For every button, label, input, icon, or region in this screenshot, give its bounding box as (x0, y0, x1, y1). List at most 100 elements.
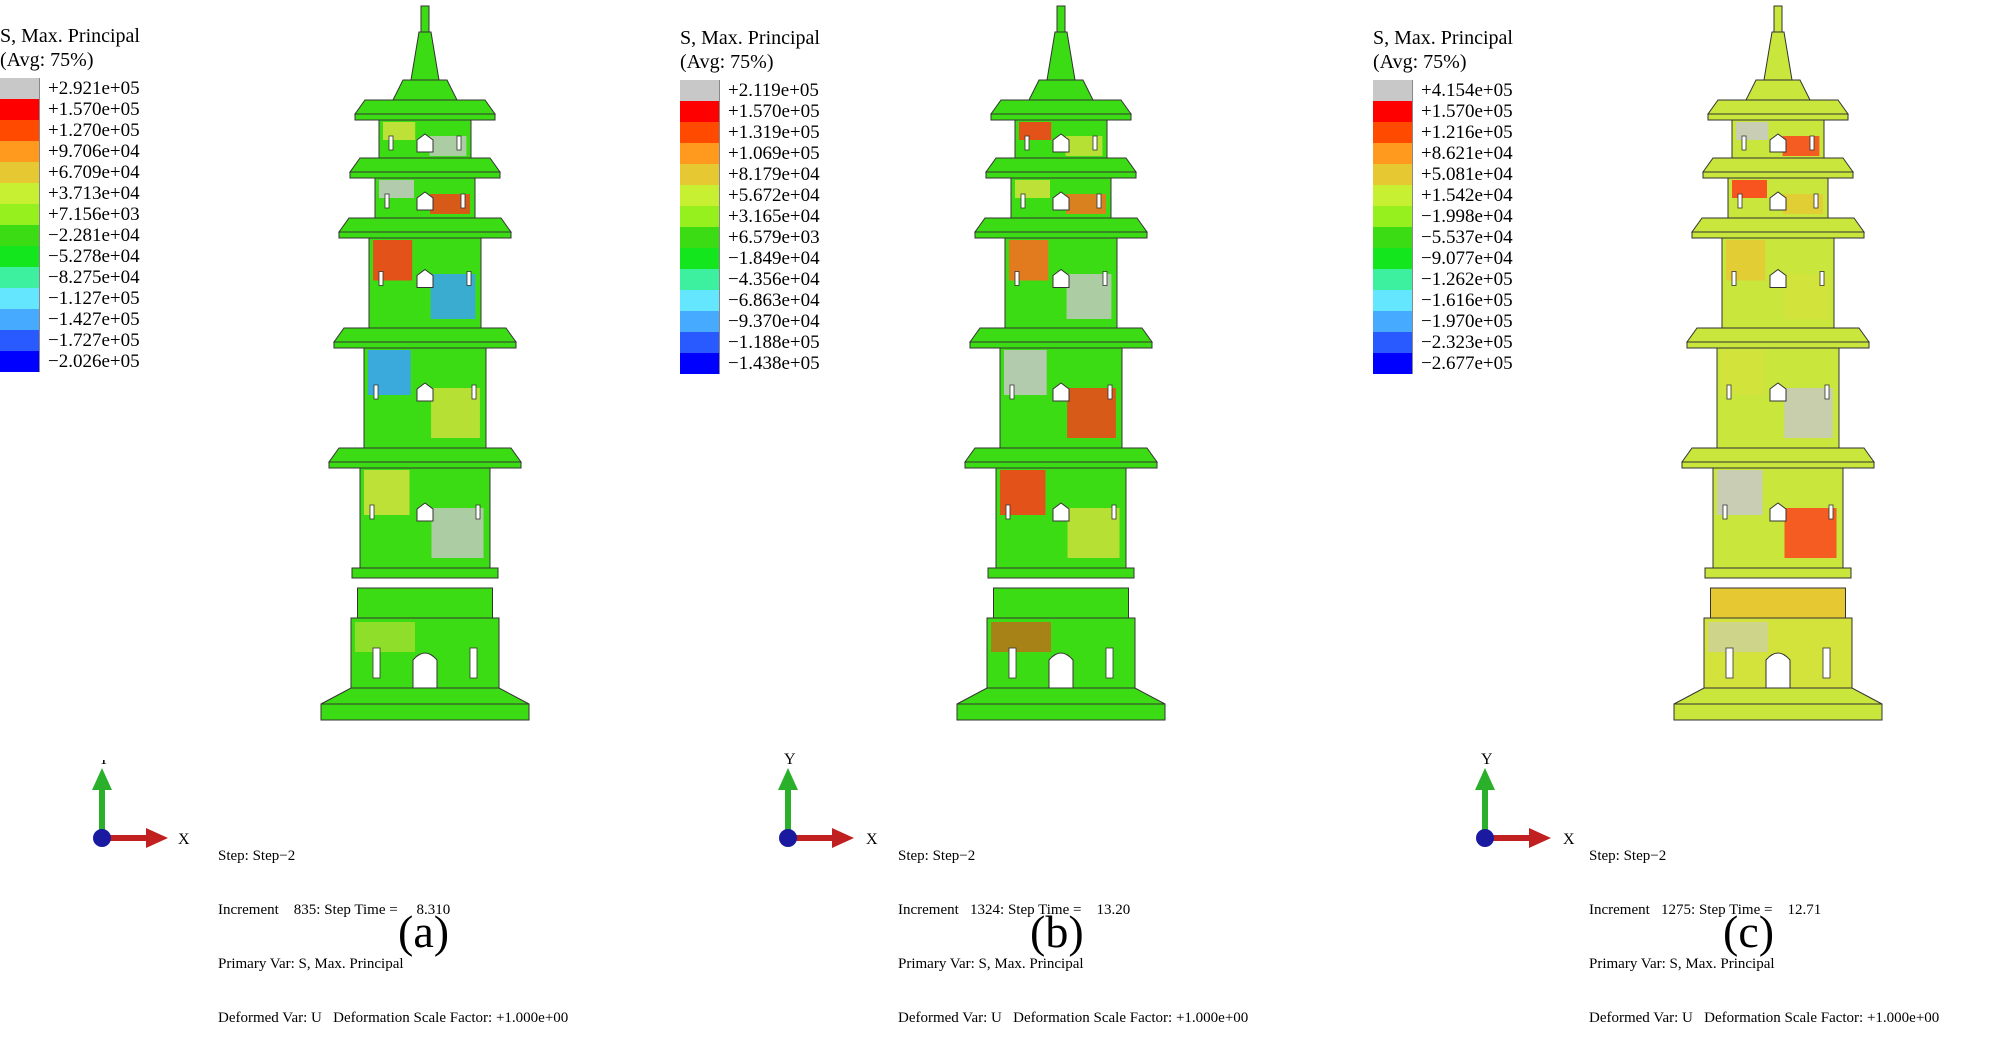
legend-swatch (1373, 269, 1413, 290)
legend-value: −1.438e+05 (728, 353, 820, 374)
legend-value: −5.278e+04 (48, 246, 140, 267)
legend-c: S, Max. Principal (Avg: 75%) +4.154e+05 +… (1373, 26, 1513, 374)
legend-value: +7.156e+03 (48, 204, 140, 225)
legend-entry: −1.998e+04 (1373, 206, 1513, 227)
legend-value: +1.319e+05 (728, 122, 820, 143)
legend-swatch (680, 101, 720, 122)
step-label: Step: Step−2 (898, 848, 976, 864)
legend-value: +1.216e+05 (1421, 122, 1513, 143)
x-axis-arrow-icon (1529, 828, 1551, 848)
legend-entry: +2.921e+05 (0, 78, 140, 99)
legend-swatch (680, 269, 720, 290)
legend-entry: +3.713e+04 (0, 183, 140, 204)
legend-swatch (0, 120, 40, 141)
legend-value: −1.849e+04 (728, 248, 820, 269)
legend-swatch (1373, 164, 1413, 185)
axes-triad-c: Y X (1475, 751, 1575, 848)
axis-x-label: X (866, 831, 878, 848)
legend-swatch (680, 206, 720, 227)
legend-entry: −1.438e+05 (680, 353, 820, 374)
legend-entry: +1.319e+05 (680, 122, 820, 143)
increment-label: Increment 835: Step Time = 8.310 (218, 902, 451, 918)
legend-entry: +5.672e+04 (680, 185, 820, 206)
legend-swatch (0, 246, 40, 267)
legend-entry: +9.706e+04 (0, 141, 140, 162)
legend-value: −5.537e+04 (1421, 227, 1513, 248)
caption-a: (a) (398, 906, 450, 957)
legend-title: S, Max. Principal (1373, 27, 1513, 49)
panel-c: S, Max. Principal (Avg: 75%) +4.154e+05 +… (1333, 0, 1999, 1026)
legend-rows-b: +2.119e+05 +1.570e+05 +1.319e+05 +1.069e+05… (680, 80, 820, 374)
legend-a: S, Max. Principal (Avg: 75%) +2.921e+05 +… (0, 24, 140, 372)
legend-value: +8.179e+04 (728, 164, 820, 185)
legend-value: +4.154e+05 (1421, 80, 1513, 101)
legend-swatch (0, 183, 40, 204)
legend-entry: +8.179e+04 (680, 164, 820, 185)
legend-swatch (0, 225, 40, 246)
legend-value: −1.998e+04 (1421, 206, 1513, 227)
legend-value: +9.706e+04 (48, 141, 140, 162)
step-label: Step: Step−2 (1589, 848, 1667, 864)
deformed-var-label: Deformed Var: U Deformation Scale Factor… (898, 1010, 1249, 1026)
legend-swatch (1373, 290, 1413, 311)
legend-value: −1.427e+05 (48, 309, 140, 330)
axes-triad-b: Y X (778, 751, 878, 848)
axis-y-label: Y (1481, 751, 1493, 768)
caption-c: (c) (1723, 906, 1775, 957)
axis-y-label: Y (98, 760, 110, 768)
legend-entry: −1.262e+05 (1373, 269, 1513, 290)
tower-model-c (1673, 5, 1883, 721)
axis-x-label: X (1563, 831, 1575, 848)
legend-value: +2.921e+05 (48, 78, 140, 99)
legend-swatch (1373, 353, 1413, 374)
legend-swatch (1373, 80, 1413, 101)
legend-value: +1.069e+05 (728, 143, 820, 164)
axis-origin-icon (1476, 829, 1494, 847)
legend-entry: −5.278e+04 (0, 246, 140, 267)
legend-swatch (0, 99, 40, 120)
legend-swatch (0, 309, 40, 330)
y-axis-arrow-icon (1475, 768, 1495, 790)
legend-entry: −9.077e+04 (1373, 248, 1513, 269)
legend-value: +5.081e+04 (1421, 164, 1513, 185)
legend-title: S, Max. Principal (680, 27, 820, 49)
legend-value: +1.542e+04 (1421, 185, 1513, 206)
legend-entry: +1.542e+04 (1373, 185, 1513, 206)
legend-entry: −2.323e+05 (1373, 332, 1513, 353)
legend-value: +1.570e+05 (1421, 101, 1513, 122)
axis-origin-icon (779, 829, 797, 847)
legend-swatch (0, 78, 40, 99)
legend-entry: −8.275e+04 (0, 267, 140, 288)
legend-value: +1.270e+05 (48, 120, 140, 141)
legend-entry: −1.616e+05 (1373, 290, 1513, 311)
legend-value: −6.863e+04 (728, 290, 820, 311)
increment-label: Increment 1275: Step Time = 12.71 (1589, 902, 1822, 918)
legend-swatch (0, 351, 40, 372)
legend-entry: +1.216e+05 (1373, 122, 1513, 143)
legend-value: −1.970e+05 (1421, 311, 1513, 332)
axis-x-label: X (178, 831, 190, 848)
primary-var-label: Primary Var: S, Max. Principal (218, 956, 404, 972)
legend-value: +1.570e+05 (728, 101, 820, 122)
legend-entry: +1.069e+05 (680, 143, 820, 164)
legend-entry: −2.026e+05 (0, 351, 140, 372)
legend-title: S, Max. Principal (0, 25, 140, 47)
legend-value: −2.323e+05 (1421, 332, 1513, 353)
legend-swatch (1373, 185, 1413, 206)
legend-swatch (1373, 122, 1413, 143)
legend-entry: −6.863e+04 (680, 290, 820, 311)
legend-entry: +1.570e+05 (680, 101, 820, 122)
legend-swatch (0, 288, 40, 309)
legend-entry: +8.621e+04 (1373, 143, 1513, 164)
panel-b: S, Max. Principal (Avg: 75%) +2.119e+05 +… (666, 0, 1332, 1026)
legend-entry: −4.356e+04 (680, 269, 820, 290)
legend-entry: −9.370e+04 (680, 311, 820, 332)
legend-entry: −2.677e+05 (1373, 353, 1513, 374)
legend-swatch (1373, 227, 1413, 248)
legend-value: −2.677e+05 (1421, 353, 1513, 374)
legend-entry: +4.154e+05 (1373, 80, 1513, 101)
legend-value: +3.165e+04 (728, 206, 820, 227)
legend-entry: +6.579e+03 (680, 227, 820, 248)
deformed-var-label: Deformed Var: U Deformation Scale Factor… (218, 1010, 569, 1026)
legend-value: −9.077e+04 (1421, 248, 1513, 269)
